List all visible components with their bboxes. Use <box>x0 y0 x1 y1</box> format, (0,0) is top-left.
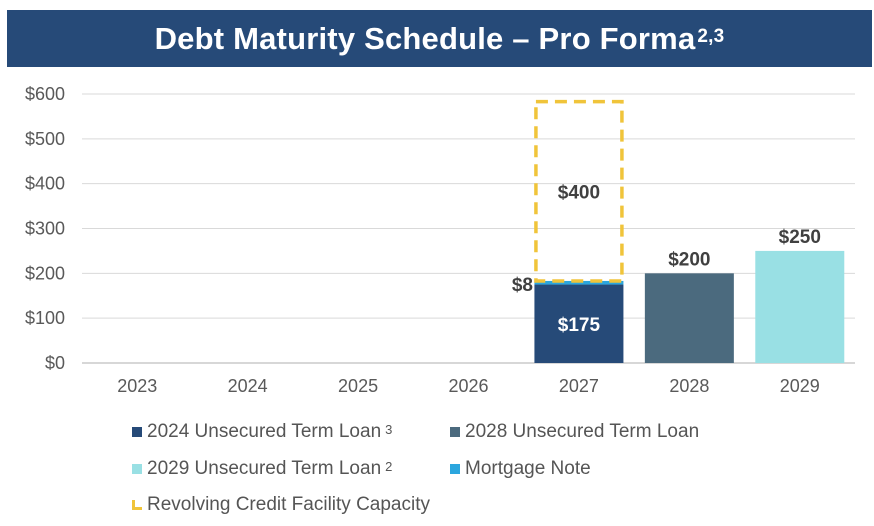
y-tick-label: $400 <box>25 174 65 194</box>
y-tick-label: $600 <box>25 84 65 104</box>
chart-title-superscript: 2,3 <box>697 25 725 47</box>
y-tick-label: $500 <box>25 129 65 149</box>
y-tick-label: $300 <box>25 219 65 239</box>
x-tick-label: 2026 <box>448 376 488 396</box>
data-label: $175 <box>558 315 601 336</box>
x-tick-label: 2027 <box>559 376 599 396</box>
x-tick-label: 2023 <box>117 376 157 396</box>
chart-title-text: Debt Maturity Schedule – Pro Forma <box>154 20 696 56</box>
data-label: $250 <box>779 227 821 248</box>
bar <box>644 273 734 363</box>
x-tick-label: 2029 <box>780 376 820 396</box>
y-tick-label: $100 <box>25 308 65 328</box>
x-tick-label: 2025 <box>338 376 378 396</box>
bar <box>534 284 624 363</box>
bar <box>755 250 845 363</box>
data-label: $200 <box>668 249 710 270</box>
y-tick-label: $200 <box>25 263 65 283</box>
y-tick-label: $0 <box>45 353 65 373</box>
data-label: $400 <box>558 182 600 203</box>
x-tick-label: 2028 <box>669 376 709 396</box>
data-label: $8 <box>512 275 533 296</box>
bar-revolver-outline <box>534 99 624 283</box>
bar <box>534 280 624 285</box>
x-tick-label: 2024 <box>228 376 268 396</box>
chart-title: Debt Maturity Schedule – Pro Forma 2,3 <box>7 10 872 67</box>
